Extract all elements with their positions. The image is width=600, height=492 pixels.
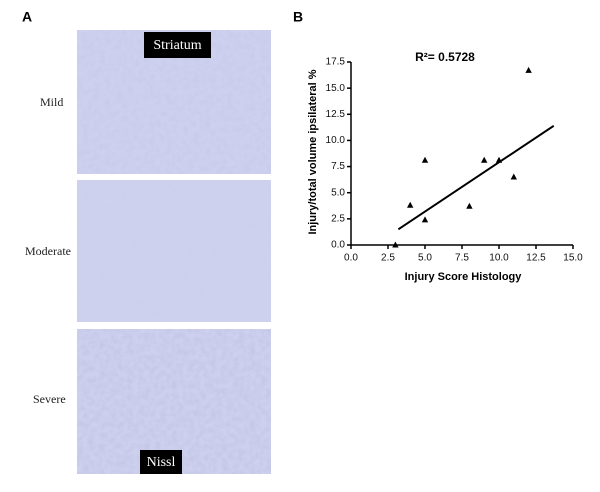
stain-label: Nissl: [147, 455, 176, 470]
row-label: Mild: [40, 95, 63, 109]
label-box: [140, 450, 182, 474]
region-label: Striatum: [153, 38, 201, 53]
y-tick-label: 17.5: [326, 57, 346, 68]
point: [421, 216, 429, 223]
x-tick-label: 2.5: [381, 253, 395, 264]
micrograph-texture: [77, 180, 271, 322]
x-tick-label: 5.0: [418, 253, 432, 264]
point: [466, 202, 473, 209]
point: [510, 173, 517, 180]
panel-label: B: [293, 9, 303, 25]
label-box: [144, 32, 211, 58]
point: [525, 66, 532, 73]
y-axis-label: Injury/total volume ipsilateral %: [307, 69, 319, 234]
x-tick-label: 0.0: [344, 253, 358, 264]
point: [495, 156, 503, 163]
micrographs: Striatum Nissl: [77, 30, 271, 474]
y-tick-label: 15.0: [326, 83, 346, 94]
y-tick-label: 0.0: [331, 240, 345, 251]
micrograph-texture: [77, 329, 271, 474]
y-tick-label: 7.5: [331, 161, 345, 172]
x-tick-label: 7.5: [455, 253, 469, 264]
point: [421, 156, 429, 163]
x-tick-label: 15.0: [563, 253, 583, 264]
row-label: Moderate: [25, 244, 71, 258]
x-tick-label: 12.5: [526, 253, 546, 264]
row-label: Severe: [33, 392, 66, 406]
annotation: R²= 0.5728: [415, 50, 475, 64]
y-tick-label: 2.5: [331, 213, 345, 224]
y-tick-label: 10.0: [326, 135, 346, 146]
y-tick-label: 5.0: [331, 187, 345, 198]
panel-label: A: [22, 9, 32, 25]
point: [407, 201, 414, 208]
point: [392, 241, 399, 248]
y-tick-label: 12.5: [326, 109, 346, 120]
x-tick-label: 10.0: [489, 253, 509, 264]
point: [481, 156, 488, 163]
trend-line: [397, 124, 555, 231]
x-axis-label: Injury Score Histology: [405, 271, 523, 283]
